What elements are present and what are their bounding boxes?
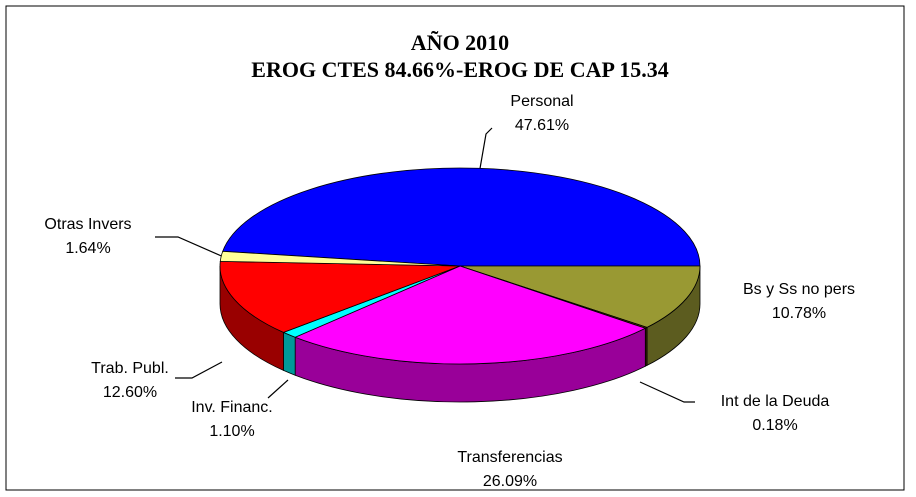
slice-label: Int de la Deuda <box>721 393 830 410</box>
leader-line <box>639 381 695 403</box>
slice <box>219 260 461 333</box>
value-label: 1.64% <box>65 240 110 257</box>
slice-label: Bs y Ss no pers <box>743 281 855 298</box>
slice <box>219 250 461 267</box>
slice-label: Trab. Publ. <box>91 360 169 377</box>
value-label: 12.60% <box>103 384 157 401</box>
leader-lines <box>155 127 695 403</box>
slice-label: Transferencias <box>457 449 562 466</box>
chart-title: AÑO 2010 <box>411 30 509 55</box>
leader-line <box>267 379 289 399</box>
leader-line <box>155 236 227 259</box>
value-label: 47.61% <box>515 117 569 134</box>
slice-side <box>283 331 296 376</box>
leader-line <box>477 127 493 181</box>
slice-label: Otras Invers <box>44 216 131 233</box>
slice <box>459 265 701 328</box>
value-label: 1.10% <box>209 423 254 440</box>
chart-subtitle: EROG CTES 84.66%-EROG DE CAP 15.34 <box>251 57 668 82</box>
slice-label: Inv. Financ. <box>191 399 273 416</box>
value-label: 26.09% <box>483 473 537 490</box>
slice-label: Personal <box>510 93 573 110</box>
value-label: 0.18% <box>752 417 797 434</box>
leader-line <box>175 361 223 379</box>
slice <box>222 167 701 267</box>
value-label: 10.78% <box>772 305 826 322</box>
slice <box>294 265 647 365</box>
